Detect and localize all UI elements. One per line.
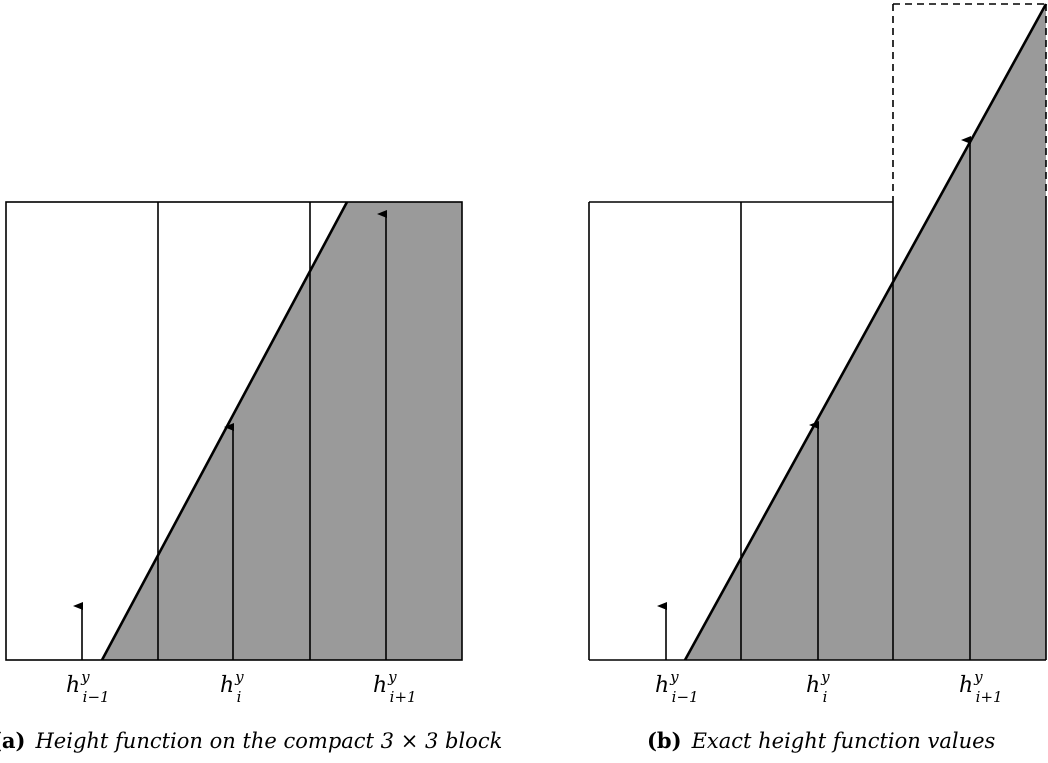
panel-b-caption: (b) Exact height function values bbox=[647, 728, 996, 753]
panel-a: hyi−1 hyi hyi+1 (a)Height function on th… bbox=[0, 201, 502, 753]
panel-b-label-center: hy i bbox=[806, 668, 830, 706]
panel-a-block-outline bbox=[5, 201, 463, 661]
panel-a-interface-line bbox=[100, 201, 349, 661]
panel-b-label-left: hy i−1 bbox=[655, 668, 699, 706]
panel-a-caption: (a)Height function on the compact 3 × 3 … bbox=[0, 728, 502, 753]
panel-b: hy i−1 hy i hy i+1 (b) Exact height function… bbox=[588, 3, 1048, 753]
panel-a-label-left: hy i−1 bbox=[66, 668, 110, 706]
panel-a-shaded-region bbox=[102, 202, 462, 660]
panel-a-label-center: hy i bbox=[220, 668, 244, 706]
panel-b-label-right: hy i+1 bbox=[959, 668, 1003, 706]
panel-b-interface-line bbox=[683, 3, 1048, 661]
panel-a-label-right: hy i+1 bbox=[373, 668, 417, 706]
